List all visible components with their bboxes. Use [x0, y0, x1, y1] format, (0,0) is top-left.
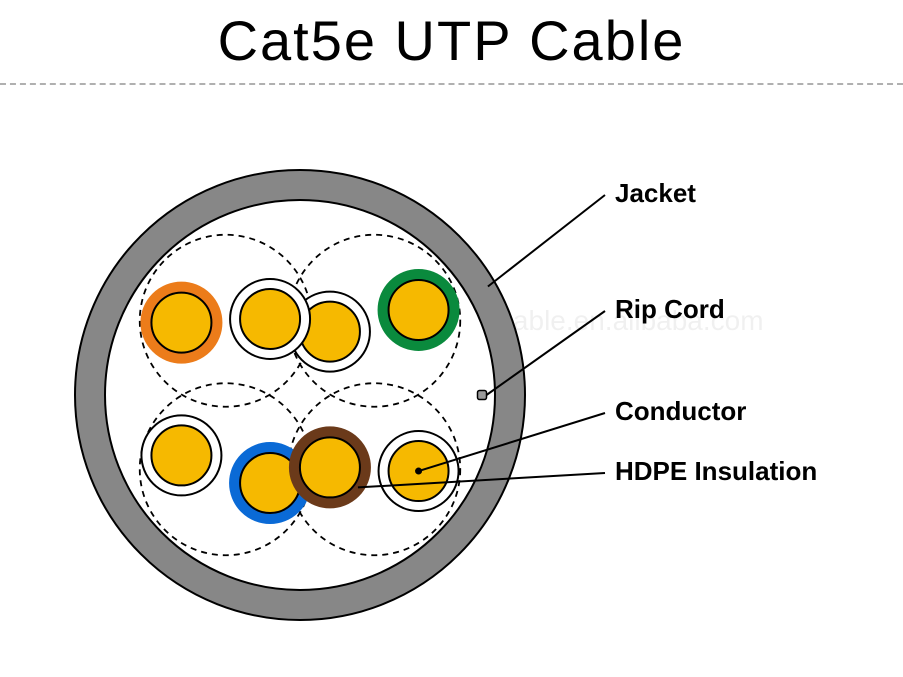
page-title: Cat5e UTP Cable — [0, 0, 903, 83]
cable-diagram: ghtcable.en.alibaba.com Jacket Rip Cord … — [0, 85, 903, 655]
label-insulation: HDPE Insulation — [615, 456, 817, 487]
label-conductor: Conductor — [615, 396, 746, 427]
cable-svg — [0, 85, 903, 655]
label-jacket: Jacket — [615, 178, 696, 209]
label-ripcord: Rip Cord — [615, 294, 725, 325]
